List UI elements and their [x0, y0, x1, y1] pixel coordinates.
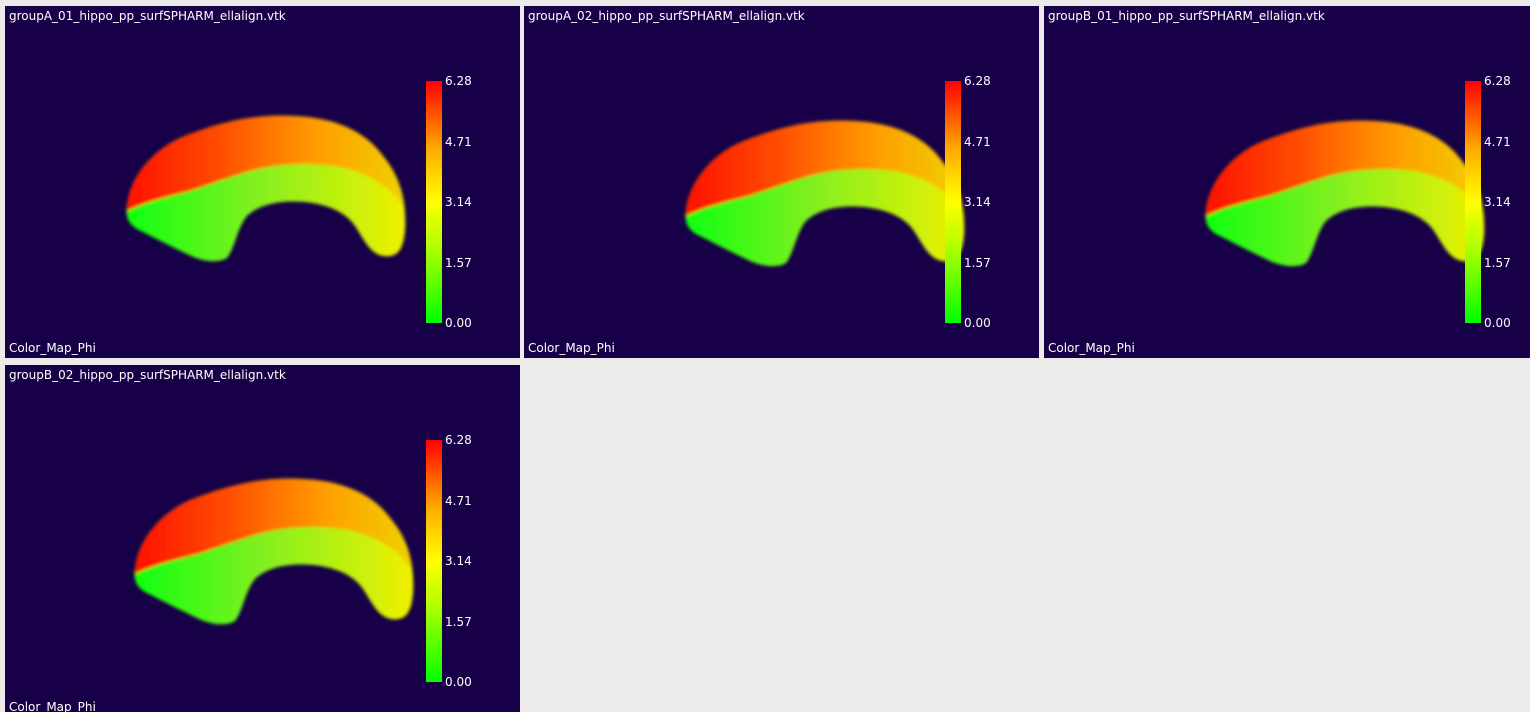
scalar-name: Color_Map_Phi	[9, 341, 96, 355]
surface	[127, 116, 406, 262]
color-bar-label: 0.00	[445, 675, 472, 689]
color-bar-label: 0.00	[1484, 316, 1511, 330]
color-bar-label: 0.00	[445, 316, 472, 330]
render	[5, 6, 520, 358]
viewport-title: groupB_02_hippo_pp_surfSPHARM_ellalign.v…	[9, 368, 286, 382]
color-bar	[1465, 81, 1481, 323]
color-bar-label: 1.57	[445, 256, 472, 270]
color-bar-label: 4.71	[445, 135, 472, 149]
color-bar-label: 6.28	[445, 74, 472, 88]
color-bar-label: 3.14	[445, 195, 472, 209]
viewport: groupA_02_hippo_pp_surfSPHARM_ellalign.v…	[524, 6, 1039, 358]
surface	[135, 479, 414, 625]
color-bar-label: 1.57	[1484, 256, 1511, 270]
color-bar-label: 0.00	[964, 316, 991, 330]
color-bar-label: 3.14	[964, 195, 991, 209]
color-bar-label: 6.28	[445, 433, 472, 447]
color-bar	[426, 440, 442, 682]
color-bar-label: 4.71	[1484, 135, 1511, 149]
color-bar-label: 1.57	[445, 615, 472, 629]
color-bar-label: 4.71	[964, 135, 991, 149]
render	[1044, 6, 1530, 358]
color-bar-label: 3.14	[1484, 195, 1511, 209]
color-bar-label: 6.28	[1484, 74, 1511, 88]
color-bar	[945, 81, 961, 323]
color-bar	[426, 81, 442, 323]
color-bar-label: 3.14	[445, 554, 472, 568]
viewport: groupB_01_hippo_pp_surfSPHARM_ellalign.v…	[1044, 6, 1530, 358]
surface	[1206, 121, 1485, 267]
color-bar-label: 1.57	[964, 256, 991, 270]
render	[5, 365, 520, 712]
viewport: groupB_02_hippo_pp_surfSPHARM_ellalign.v…	[5, 365, 520, 712]
viewport: groupA_01_hippo_pp_surfSPHARM_ellalign.v…	[5, 6, 520, 358]
viewport-title: groupB_01_hippo_pp_surfSPHARM_ellalign.v…	[1048, 9, 1325, 23]
scalar-name: Color_Map_Phi	[9, 700, 96, 712]
scalar-name: Color_Map_Phi	[528, 341, 615, 355]
viewer: groupA_01_hippo_pp_surfSPHARM_ellalign.v…	[0, 0, 1530, 712]
viewport-title: groupA_02_hippo_pp_surfSPHARM_ellalign.v…	[528, 9, 805, 23]
viewport-title: groupA_01_hippo_pp_surfSPHARM_ellalign.v…	[9, 9, 286, 23]
color-bar-label: 4.71	[445, 494, 472, 508]
color-bar-label: 6.28	[964, 74, 991, 88]
scalar-name: Color_Map_Phi	[1048, 341, 1135, 355]
surface	[686, 121, 965, 267]
render	[524, 6, 1039, 358]
